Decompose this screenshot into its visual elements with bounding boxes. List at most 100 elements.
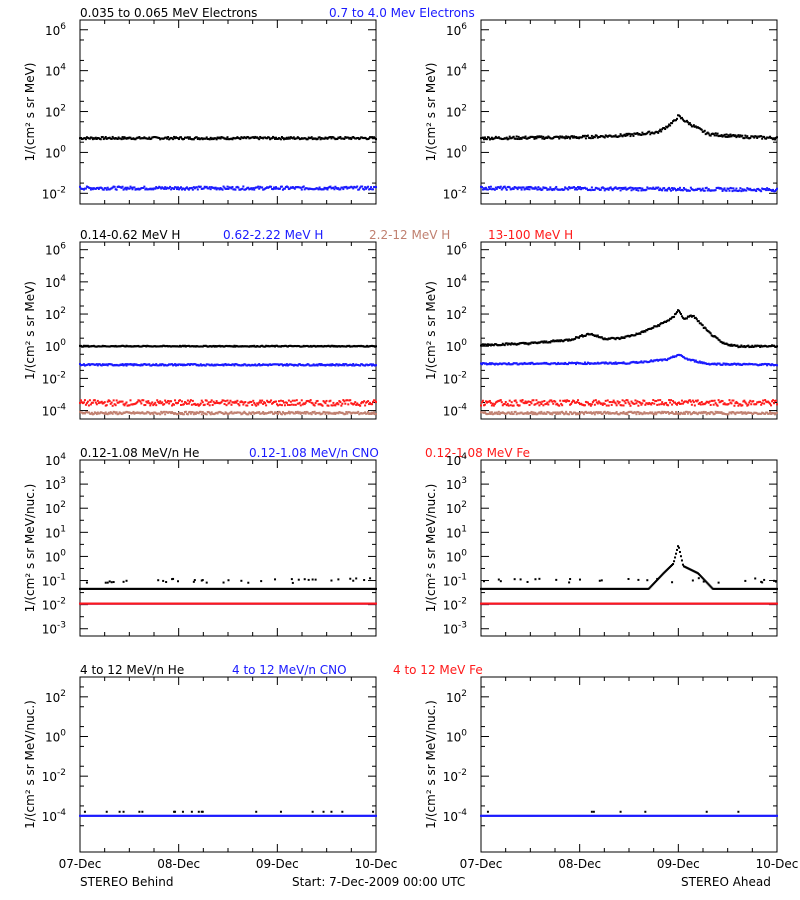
data-point (322, 188, 325, 191)
data-point (337, 578, 340, 581)
data-point (576, 188, 579, 191)
data-point (775, 188, 778, 191)
data-point (303, 411, 306, 414)
y-tick-label: 101 (45, 524, 66, 540)
data-point (614, 338, 617, 341)
data-point (566, 338, 569, 341)
data-point (642, 361, 645, 364)
data-point (758, 344, 761, 347)
y-axis-label: 1/(cm² s sr MeV/nuc.) (424, 484, 438, 613)
data-point (480, 186, 483, 189)
data-point (561, 135, 564, 138)
data-point (278, 187, 281, 190)
data-point (293, 187, 296, 190)
data-point (375, 412, 377, 415)
data-point (164, 413, 167, 416)
data-point (657, 186, 660, 189)
data-point (711, 399, 714, 402)
data-point (250, 400, 253, 403)
data-point (562, 412, 565, 415)
series-1 (480, 185, 778, 193)
series-0 (79, 577, 377, 590)
data-point (115, 188, 118, 191)
data-point (689, 314, 692, 317)
data-point (363, 579, 366, 582)
data-point (623, 400, 626, 403)
data-point (573, 135, 576, 138)
data-point (375, 364, 377, 367)
data-point (551, 340, 554, 343)
data-point (583, 404, 586, 407)
data-point (595, 401, 598, 404)
data-point (108, 400, 111, 403)
data-point (551, 189, 554, 192)
data-point (659, 399, 662, 402)
data-point (685, 119, 688, 122)
data-point (302, 185, 305, 188)
data-point (199, 185, 202, 188)
footer-right-label: STEREO Ahead (681, 875, 771, 889)
data-point (158, 136, 161, 139)
data-point (595, 134, 598, 137)
data-point (84, 187, 87, 190)
data-point (265, 404, 268, 407)
data-point (276, 411, 279, 414)
data-point (223, 186, 226, 189)
data-point (480, 363, 483, 366)
data-point (573, 186, 576, 189)
data-point (652, 326, 655, 329)
data-point (549, 186, 552, 189)
data-point (224, 363, 227, 366)
data-point (489, 401, 492, 404)
data-point (96, 364, 99, 367)
data-point (753, 136, 756, 139)
data-point (372, 188, 375, 191)
data-point (160, 187, 163, 190)
data-point (204, 364, 207, 367)
data-point (349, 399, 352, 402)
data-point (173, 403, 176, 406)
data-point (161, 401, 164, 404)
data-point (637, 404, 640, 407)
data-point (187, 137, 190, 140)
data-point (665, 401, 668, 404)
data-point (626, 413, 629, 416)
data-point (91, 138, 94, 141)
data-point (676, 188, 679, 191)
data-point (750, 345, 753, 348)
data-point (270, 185, 273, 188)
data-point (570, 402, 573, 405)
y-tick-label: 10-2 (42, 370, 66, 386)
series-0 (79, 135, 377, 141)
y-tick-label: 103 (446, 476, 467, 492)
data-point (289, 400, 292, 403)
data-point (339, 401, 342, 404)
data-point (735, 400, 738, 403)
data-point (734, 134, 737, 137)
data-point (488, 411, 491, 414)
data-point (236, 399, 239, 402)
data-point (173, 135, 176, 138)
data-point (630, 189, 633, 192)
data-point (142, 186, 145, 189)
data-point (163, 403, 166, 406)
data-point (666, 359, 669, 362)
data-point (533, 137, 536, 140)
data-point (201, 579, 204, 582)
data-point (372, 137, 375, 140)
data-point (508, 135, 511, 138)
data-point (95, 363, 98, 366)
plot-frame (79, 459, 377, 637)
data-point (182, 413, 185, 416)
data-point (159, 186, 162, 189)
data-point (584, 137, 587, 140)
data-point (509, 343, 512, 346)
data-point (310, 136, 313, 139)
data-point (634, 399, 637, 402)
data-point (741, 404, 744, 407)
data-point (530, 186, 533, 189)
data-point (116, 137, 119, 140)
data-point (520, 188, 523, 191)
data-point (283, 413, 286, 416)
data-point (698, 360, 701, 363)
